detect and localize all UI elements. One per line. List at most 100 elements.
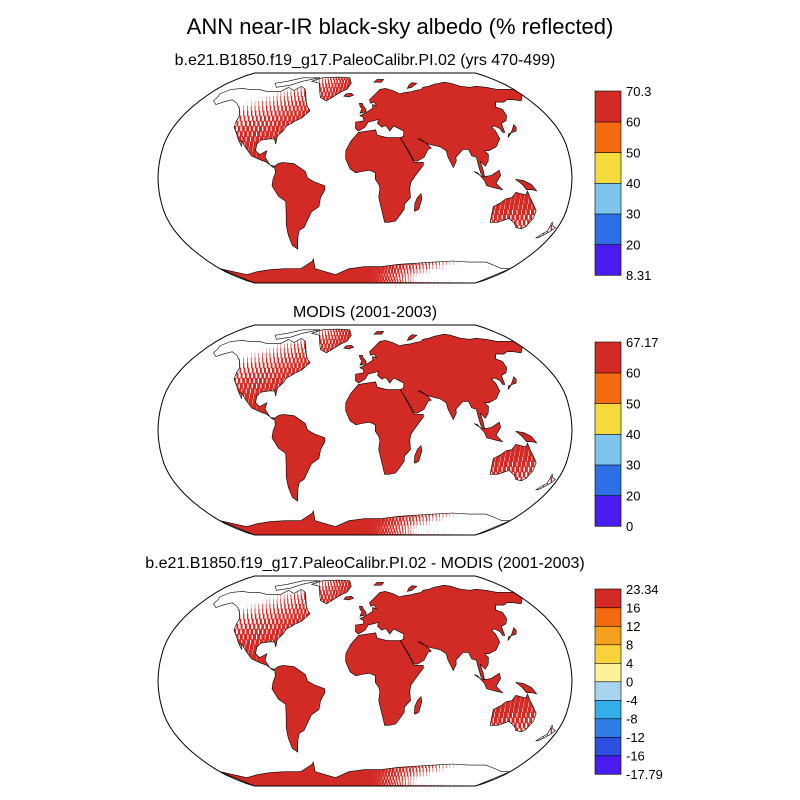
land-cell: [231, 362, 233, 369]
land-cell: [451, 131, 458, 137]
land-cell: [184, 404, 188, 410]
land-cell: [424, 424, 430, 429]
land-cell: [418, 393, 424, 400]
land-cell: [507, 141, 514, 148]
land-cell: [272, 450, 276, 457]
land-cell: [267, 115, 271, 122]
land-cell: [179, 394, 182, 400]
land-cell: [365, 105, 366, 112]
land-cell: [217, 146, 221, 153]
land-cell: [262, 100, 263, 107]
land-cell: [253, 264, 263, 270]
land-cell: [266, 259, 275, 265]
land-cell: [410, 167, 417, 174]
land-cell: [520, 191, 526, 195]
land-cell: [294, 96, 296, 102]
land-cell: [317, 224, 324, 231]
land-cell: [372, 258, 377, 261]
land-cell: [223, 362, 225, 369]
land-cell: [277, 372, 281, 379]
land-cell: [558, 168, 564, 174]
land-cell: [333, 79, 336, 84]
land-cell: [521, 398, 523, 405]
land-cell: [261, 131, 265, 137]
land-cell: [494, 224, 497, 229]
land-cell: [265, 131, 270, 137]
land-cell: [310, 204, 317, 210]
land-cell: [300, 440, 307, 447]
land-cell: [538, 142, 545, 148]
panel-3-title: b.e21.B1850.f19_g17.PaleoCalibr.PI.02 - …: [145, 555, 585, 572]
land-cell: [319, 419, 325, 426]
land-cell: [260, 409, 266, 415]
land-cell: [314, 162, 320, 169]
land-cell: [351, 209, 357, 215]
land-cell: [219, 120, 222, 127]
land-cell: [304, 476, 311, 483]
landmass-svalbard: [374, 79, 384, 83]
land-cell: [433, 105, 441, 112]
land-cell: [309, 100, 310, 107]
land-cell: [300, 240, 307, 246]
land-cell: [242, 268, 253, 274]
land-cell: [192, 409, 196, 415]
land-cell: [390, 82, 397, 84]
land-cell: [282, 167, 288, 174]
land-cell: [335, 77, 337, 80]
land-cell: [280, 393, 285, 400]
land-cell: [368, 272, 372, 278]
land-cell: [286, 219, 293, 226]
land-cell: [241, 259, 251, 265]
land-cell: [350, 259, 356, 265]
land-cell: [552, 414, 558, 420]
land-cell: [326, 96, 329, 101]
land-cell: [514, 219, 517, 226]
land-cell: [390, 100, 396, 107]
land-cell: [465, 167, 472, 174]
land-cell: [478, 409, 485, 415]
land-cell: [329, 268, 336, 274]
land-cell: [269, 372, 273, 379]
land-cell: [296, 357, 299, 364]
land-cell: [293, 146, 298, 153]
land-cell: [405, 100, 412, 107]
land-cell: [290, 343, 292, 349]
land-cell: [353, 276, 358, 281]
land-cell: [521, 172, 523, 177]
land-cell: [516, 183, 522, 189]
land-cell: [413, 115, 420, 122]
land-cell: [210, 383, 213, 389]
land-cell: [392, 172, 398, 179]
land-cell: [189, 404, 193, 410]
land-cell: [295, 224, 302, 231]
land-cell: [379, 100, 385, 107]
land-cell: [460, 157, 467, 163]
land-cell: [499, 146, 506, 153]
land-cell: [458, 393, 465, 400]
land-cell: [382, 276, 385, 281]
land-cell: [259, 377, 262, 384]
land-cell: [346, 279, 351, 283]
land-cell: [374, 204, 379, 210]
land-cell: [473, 152, 480, 158]
land-cell: [414, 120, 421, 127]
land-cell: [269, 100, 271, 107]
land-cell: [293, 461, 299, 467]
land-cell: [305, 178, 311, 184]
land-cell: [443, 372, 451, 379]
land-cell: [291, 178, 297, 184]
land-cell: [220, 264, 227, 270]
land-cell: [313, 497, 320, 502]
land-cell: [201, 409, 205, 415]
land-cell: [351, 435, 357, 441]
land-cell: [369, 440, 375, 447]
land-cell: [397, 440, 403, 447]
land-cell: [525, 358, 535, 364]
land-cell: [499, 209, 504, 215]
land-cell: [553, 168, 559, 174]
land-cell: [358, 339, 363, 345]
land-cell: [348, 93, 352, 97]
land-cell: [390, 276, 393, 281]
land-cell: [442, 383, 449, 389]
land-cell: [526, 126, 534, 132]
